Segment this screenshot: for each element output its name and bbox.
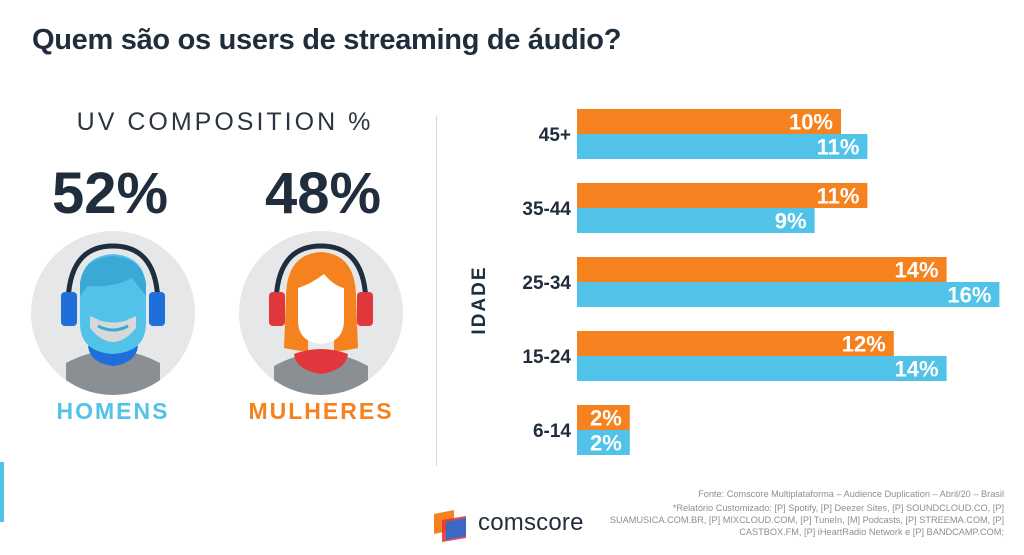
women-label: MULHERES xyxy=(248,398,394,424)
bar-6-14-series-1 xyxy=(577,405,630,430)
data-label-35-44-series-1: 11% xyxy=(817,184,860,209)
edge-tab xyxy=(0,462,4,522)
bar-6-14-series-2 xyxy=(577,430,630,455)
data-label-6-14-series-2: 2% xyxy=(590,431,622,456)
bar-45+-series-1 xyxy=(577,109,841,134)
y-axis-label: IDADE xyxy=(469,265,490,334)
data-label-6-14-series-1: 2% xyxy=(590,406,622,431)
men-percentage: 52% xyxy=(51,161,169,226)
page-title: Quem são os users de streaming de áudio? xyxy=(32,24,622,56)
category-label-35-44: 35-44 xyxy=(522,199,571,220)
category-label-15-24: 15-24 xyxy=(522,347,571,368)
data-label-25-34-series-2: 16% xyxy=(947,283,991,308)
data-label-15-24-series-1: 12% xyxy=(842,332,886,357)
bar-25-34-series-1 xyxy=(577,257,947,282)
uv-composition-label: UV COMPOSITION % xyxy=(76,108,374,136)
data-label-45+-series-1: 10% xyxy=(789,110,833,135)
data-label-45+-series-2: 11% xyxy=(817,135,860,160)
bar-25-34-series-2 xyxy=(577,282,1000,307)
data-label-35-44-series-2: 9% xyxy=(775,209,807,234)
data-label-25-34-series-1: 14% xyxy=(895,258,939,283)
comscore-logo-icon xyxy=(434,510,466,542)
footer-source: Fonte: Comscore Multiplataforma – Audien… xyxy=(698,489,1004,499)
bar-15-24-series-1 xyxy=(577,331,894,356)
data-label-15-24-series-2: 14% xyxy=(895,357,939,382)
category-label-6-14: 6-14 xyxy=(533,421,571,442)
bar-45+-series-2 xyxy=(577,134,868,159)
brand-name: comscore xyxy=(478,509,584,536)
bar-35-44-series-1 xyxy=(577,183,868,208)
man-with-headphones-icon xyxy=(31,231,195,395)
footer-note: *Relatório Customizado: [P] Spotify, [P]… xyxy=(609,503,1004,537)
category-label-25-34: 25-34 xyxy=(522,273,571,294)
women-percentage: 48% xyxy=(264,161,382,226)
footer-notes: Fonte: Comscore Multiplataforma – Audien… xyxy=(574,488,1004,538)
age-bar-chart: IDADE45+10%11%35-4411%9%25-3414%16%15-24… xyxy=(469,109,1000,456)
woman-with-headphones-icon xyxy=(239,231,403,395)
section-divider xyxy=(436,116,437,466)
bar-35-44-series-2 xyxy=(577,208,815,233)
category-label-45+: 45+ xyxy=(539,125,571,146)
bar-15-24-series-2 xyxy=(577,356,947,381)
men-label: HOMENS xyxy=(56,398,170,424)
